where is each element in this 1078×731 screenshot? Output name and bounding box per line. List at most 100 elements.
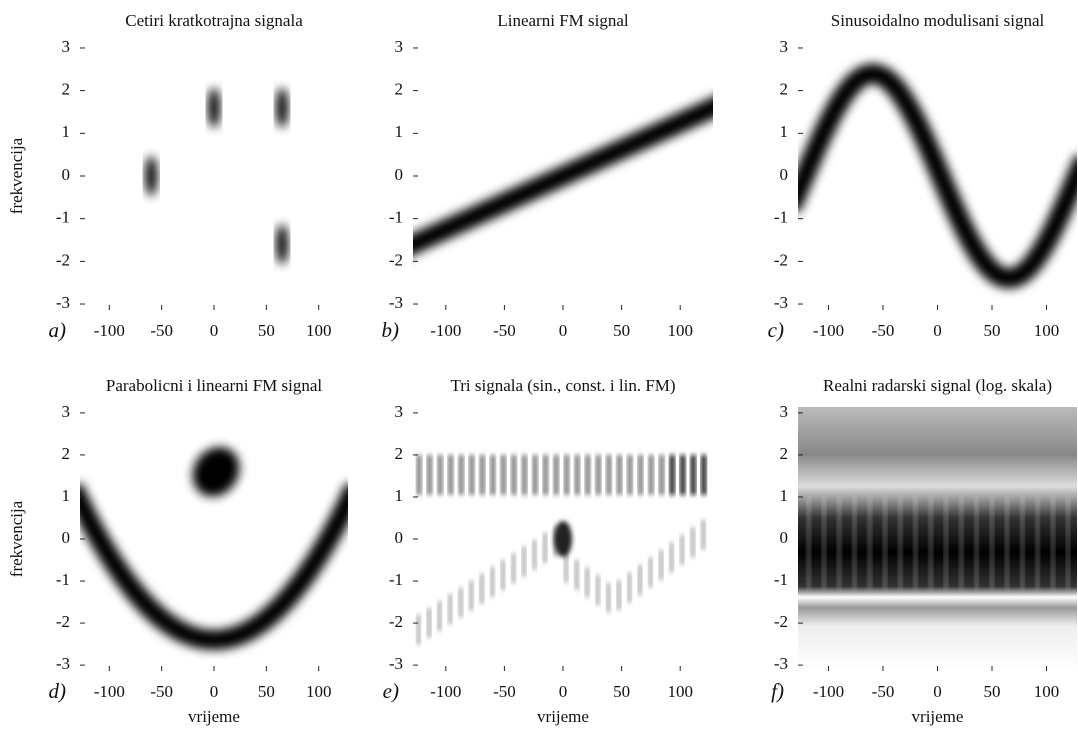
heatmap — [413, 96, 713, 256]
y-tick-label: -1 — [56, 570, 70, 589]
blob — [276, 224, 289, 265]
stripe — [944, 496, 949, 590]
blob — [192, 446, 240, 497]
stripe — [437, 454, 443, 495]
stripe — [458, 587, 463, 618]
x-tick-label: 100 — [667, 321, 693, 340]
stripe — [469, 580, 474, 611]
x-axis-label: vrijeme — [537, 707, 589, 726]
y-tick-label: -2 — [56, 250, 70, 269]
ridge — [80, 482, 348, 650]
panel-label: d) — [49, 679, 67, 703]
band — [798, 407, 1077, 671]
stripe — [680, 454, 686, 495]
y-axis-label: frekvencija — [7, 137, 26, 214]
chart-title: Tri signala (sin., const. i lin. FM) — [450, 376, 675, 395]
x-tick-label: 0 — [210, 321, 219, 340]
y-tick-label: 2 — [62, 80, 71, 99]
stripe — [448, 594, 453, 625]
stripe — [669, 454, 675, 495]
x-tick-label: 50 — [983, 321, 1000, 340]
y-tick-label: 3 — [395, 402, 404, 421]
stripe — [701, 519, 706, 550]
panel-label: a) — [49, 318, 67, 342]
x-tick-label: 0 — [210, 682, 219, 701]
y-tick-label: -2 — [389, 250, 403, 269]
y-tick-label: 0 — [780, 528, 789, 547]
stripe — [479, 454, 485, 495]
x-tick-label: 50 — [258, 682, 275, 701]
x-tick-label: 50 — [613, 321, 630, 340]
chart-title: Linearni FM signal — [497, 11, 629, 30]
x-tick-label: -100 — [813, 321, 844, 340]
y-tick-label: 1 — [780, 486, 789, 505]
stripe — [543, 532, 548, 563]
x-tick-label: -100 — [430, 321, 461, 340]
y-tick-label: 3 — [780, 402, 789, 421]
stripe — [490, 454, 496, 495]
y-axis-label: frekvencija — [7, 500, 26, 577]
x-axis-label: vrijeme — [188, 707, 240, 726]
stripe — [690, 454, 696, 495]
stripe — [806, 496, 811, 590]
x-tick-label: 100 — [1034, 682, 1060, 701]
stripe — [511, 454, 517, 495]
stripe — [564, 552, 569, 583]
y-tick-label: -2 — [774, 612, 788, 631]
x-tick-label: -100 — [94, 682, 125, 701]
y-tick-label: 1 — [62, 122, 71, 141]
stripe — [1005, 496, 1010, 590]
x-tick-label: 50 — [983, 682, 1000, 701]
x-tick-label: 100 — [1034, 321, 1060, 340]
x-tick-label: -100 — [94, 321, 125, 340]
chart-title: Realni radarski signal (log. skala) — [823, 376, 1052, 395]
stripe — [532, 454, 538, 495]
stripe — [638, 565, 642, 596]
y-tick-label: -3 — [389, 293, 403, 312]
y-tick-label: -2 — [774, 250, 788, 269]
stripe — [427, 607, 432, 638]
stripe — [574, 454, 580, 495]
y-tick-label: 1 — [395, 122, 404, 141]
x-axis-label: vrijeme — [912, 707, 964, 726]
blob — [554, 521, 572, 557]
stripe — [595, 575, 600, 606]
y-tick-label: -2 — [56, 612, 70, 631]
y-tick-label: -3 — [774, 654, 788, 673]
ridge — [798, 63, 1077, 289]
x-tick-label: 0 — [559, 682, 568, 701]
stripe — [701, 454, 707, 495]
stripe — [821, 496, 826, 590]
y-tick-label: 3 — [62, 37, 71, 56]
x-tick-label: 100 — [306, 682, 332, 701]
y-tick-label: 2 — [780, 444, 789, 463]
panel-label: b) — [382, 318, 400, 342]
panel-label: c) — [768, 318, 784, 342]
stripe — [616, 454, 622, 495]
panel-label: f) — [771, 679, 784, 703]
stripe — [928, 496, 933, 590]
x-tick-label: -100 — [813, 682, 844, 701]
y-tick-label: 1 — [395, 486, 404, 505]
y-tick-label: 0 — [62, 165, 71, 184]
stripe — [532, 539, 537, 570]
heatmap — [416, 454, 707, 645]
y-tick-label: -1 — [389, 570, 403, 589]
x-tick-label: -50 — [493, 682, 516, 701]
x-tick-label: -50 — [493, 321, 516, 340]
x-tick-label: -50 — [872, 682, 895, 701]
x-tick-label: -50 — [872, 321, 895, 340]
blob — [276, 87, 289, 128]
stripe — [553, 454, 559, 495]
y-tick-label: 3 — [62, 402, 71, 421]
stripe — [659, 549, 664, 580]
stripe — [974, 496, 979, 590]
stripe — [564, 454, 570, 495]
x-tick-label: -100 — [430, 682, 461, 701]
x-tick-label: -50 — [150, 682, 173, 701]
y-tick-label: -3 — [56, 654, 70, 673]
x-tick-label: 0 — [933, 321, 942, 340]
stripe — [1020, 496, 1025, 590]
stripe — [680, 534, 685, 565]
ridge — [413, 96, 713, 256]
